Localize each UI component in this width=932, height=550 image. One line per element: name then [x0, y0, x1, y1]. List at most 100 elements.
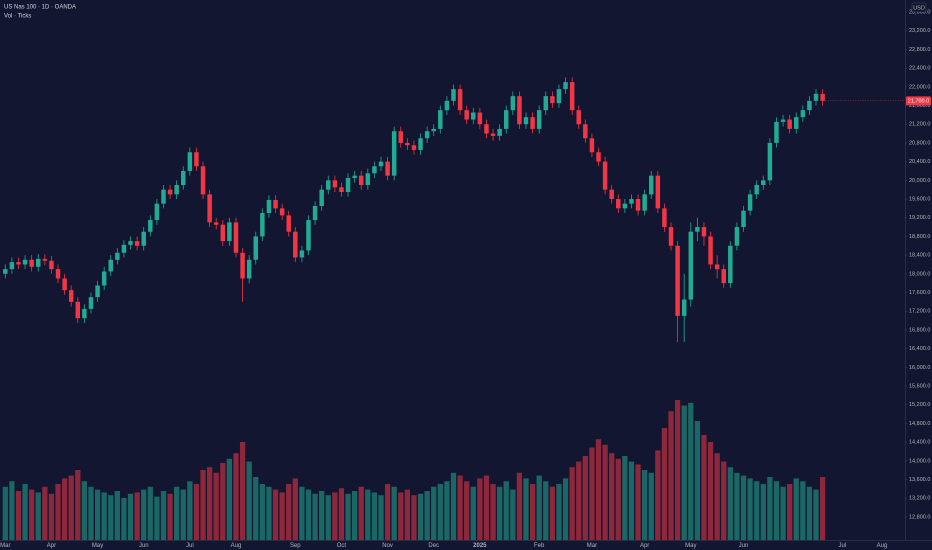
currency-label[interactable]: USD [913, 5, 925, 11]
price-axis: 12,800.0 13,200.0 13,600.0 14,000.0 14,400.0… [905, 9, 930, 520]
candle-body [536, 110, 542, 129]
candle-body [213, 222, 219, 225]
candle-body [563, 82, 568, 90]
candle-body [688, 231, 694, 300]
candle-body [141, 231, 146, 246]
candle-body [741, 210, 746, 228]
candle-body [695, 227, 700, 232]
candle-body [9, 262, 15, 270]
volume-bar [635, 464, 641, 540]
candle-body [622, 203, 628, 209]
candle-body [134, 241, 140, 246]
candle-body [253, 236, 259, 260]
volume-bar [55, 484, 61, 540]
candle-body [609, 189, 614, 200]
y-tick-label: 20,000.0 [909, 178, 930, 184]
volume-bar [35, 492, 41, 540]
volume-bar [332, 492, 338, 540]
volume-bar [767, 477, 773, 540]
candle-body [187, 152, 193, 171]
volume-bar [404, 489, 410, 540]
candle-body [477, 112, 483, 125]
volume-bar [88, 486, 94, 540]
candle-body [820, 93, 825, 101]
candle-body [108, 259, 113, 272]
volume-bar [220, 463, 226, 540]
volume-bar [160, 491, 167, 540]
y-tick-label: 21,200.0 [909, 122, 930, 128]
candle-body [332, 180, 338, 188]
volume-bar [450, 472, 457, 540]
candle-body [220, 224, 226, 242]
candle-body [675, 245, 680, 316]
candle-body [29, 259, 34, 267]
y-tick-label: 20,400.0 [909, 159, 930, 165]
volume-bar [154, 496, 160, 540]
volume-bar [239, 442, 246, 540]
candle-body [233, 222, 239, 253]
volume-bar [358, 486, 364, 540]
candle-body [88, 297, 94, 309]
volume-bar [727, 467, 733, 540]
candle-body [148, 220, 153, 232]
volume-bar [477, 478, 483, 540]
volume-bar [661, 428, 668, 540]
y-tick-label: 14,800.0 [909, 421, 930, 427]
volume-bar [668, 411, 674, 540]
volume-bar [121, 498, 127, 540]
candle-body [569, 82, 575, 111]
volume-bar [213, 472, 219, 540]
x-tick-label: Jun [139, 543, 149, 549]
volume-bar [141, 489, 147, 540]
candle-body [273, 199, 278, 209]
candle-body [365, 173, 371, 185]
candle-body [556, 89, 562, 104]
y-tick-label: 12,800.0 [909, 514, 930, 520]
y-tick-label: 16,400.0 [909, 346, 930, 352]
candle-body [774, 121, 779, 143]
volume-bar [292, 478, 298, 540]
volume-bar [490, 484, 496, 540]
volume-bar [391, 486, 397, 540]
candle-body [154, 203, 160, 221]
candle-body [681, 299, 687, 316]
volume-bar [61, 478, 68, 540]
y-tick-label: 22,000.0 [909, 84, 930, 90]
candle-body [596, 152, 601, 162]
y-tick-label: 23,600.0 [909, 9, 930, 15]
candle-body [668, 227, 674, 246]
volume-bar [272, 489, 279, 540]
candle-body [391, 131, 397, 176]
volume-bar [15, 491, 22, 540]
candle-layer [3, 77, 825, 343]
time-axis: Mar Apr May Jun Jul Aug Sep Oct Nov Dec 2025 Feb Mar… [0, 543, 887, 549]
x-tick-label: Feb [534, 543, 545, 549]
y-tick-label: 19,600.0 [909, 196, 930, 202]
candle-body [181, 170, 186, 185]
volume-bar [589, 447, 595, 540]
candle-body [490, 133, 496, 136]
candle-body [787, 119, 792, 129]
volume-bar [523, 478, 529, 540]
currency-box[interactable] [911, 2, 927, 13]
y-tick-label: 16,800.0 [909, 327, 930, 333]
volume-bar [259, 484, 265, 540]
volume-bar [338, 488, 345, 540]
volume-bar [398, 492, 404, 540]
volume-bar [187, 481, 193, 540]
candle-body [708, 236, 713, 265]
y-tick-label: 20,800.0 [909, 140, 930, 146]
candle-body [260, 213, 265, 237]
candle-body [517, 96, 522, 125]
volume-bar [81, 481, 88, 540]
candle-body [444, 100, 450, 111]
volume-bar [325, 495, 331, 540]
volume-bar [516, 472, 523, 540]
candle-body [22, 259, 28, 265]
volume-bar [444, 481, 450, 540]
candle-body [49, 260, 54, 270]
volume-bar [701, 435, 707, 540]
candle-body [174, 184, 179, 195]
candle-body [583, 124, 588, 139]
